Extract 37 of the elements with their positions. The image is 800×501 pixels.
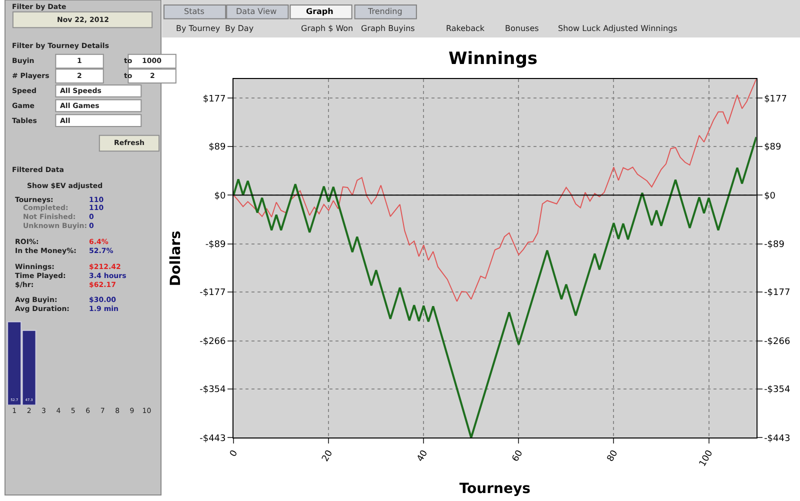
line-series	[234, 79, 756, 302]
y-tick-label: -$177	[200, 288, 226, 298]
x-axis-title: Tourneys	[459, 480, 530, 497]
text: By Tourney	[176, 24, 220, 33]
x-tick-label: 80	[606, 448, 620, 464]
y2-tick-label: -$89	[764, 240, 785, 250]
x-tick-label: 20	[320, 448, 336, 464]
y-tick-label: -$443	[200, 434, 226, 444]
y2-tick-label: $89	[764, 142, 782, 153]
x-tick-label: 0	[228, 448, 240, 459]
text: Trending	[367, 7, 402, 16]
y-tick-label: -$266	[200, 336, 226, 347]
text: Rakeback	[446, 24, 485, 33]
text: Data View	[236, 7, 278, 16]
y-tick-label: $0	[214, 191, 226, 202]
y-tick-label: $89	[208, 142, 226, 153]
y2-tick-label: -$177	[764, 288, 790, 298]
y-tick-label: -$354	[200, 385, 226, 396]
y2-tick-label: -$266	[764, 336, 790, 347]
text: Stats	[184, 7, 204, 16]
text: By Day	[225, 24, 254, 33]
text: Bonuses	[505, 24, 539, 33]
y2-tick-label: $177	[764, 94, 787, 104]
y-axis-title: Dollars	[168, 230, 184, 286]
x-tick-label: 60	[510, 448, 526, 464]
y2-tick-label: -$443	[764, 434, 790, 444]
text: Graph $ Won	[301, 24, 354, 33]
x-tick-label: 40	[416, 448, 430, 464]
line-series	[234, 136, 756, 438]
text: Graph Buyins	[361, 24, 415, 33]
y-tick-label: -$89	[205, 240, 226, 250]
y2-tick-label: $0	[764, 191, 776, 202]
y-tick-label: $177	[202, 94, 226, 104]
y2-tick-label: -$354	[764, 385, 790, 396]
text: Show Luck Adjusted Winnings	[558, 24, 678, 33]
chart-title: Winnings	[448, 48, 538, 69]
text: Graph	[306, 7, 334, 16]
